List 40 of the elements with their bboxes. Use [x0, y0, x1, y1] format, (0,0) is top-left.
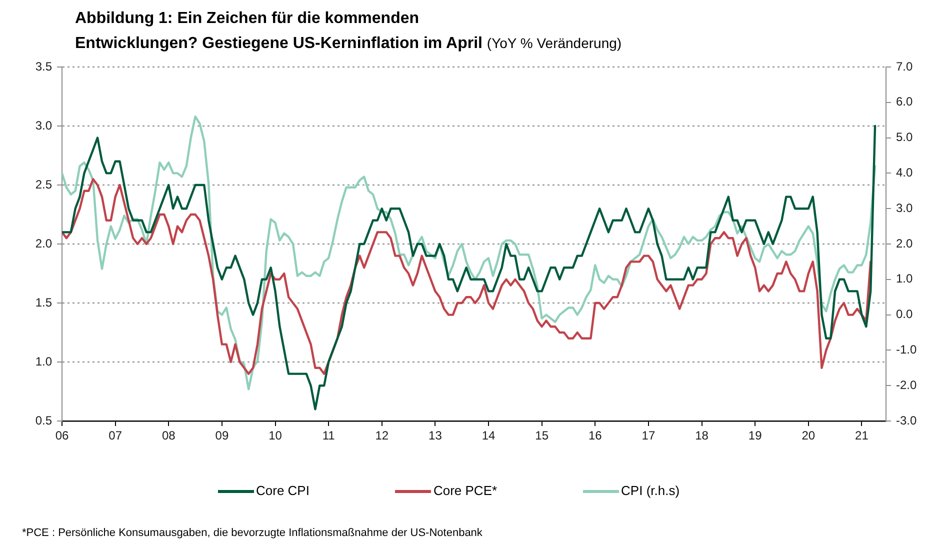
y-tick-label: 1.5 — [35, 295, 52, 310]
legend-label: Core CPI — [256, 483, 310, 499]
y2-tick-label: 2.0 — [896, 236, 914, 250]
y-tick-label: 3.0 — [35, 118, 52, 132]
y-tick-label: 1.0 — [35, 354, 52, 368]
y2-tick-label: -3.0 — [896, 413, 918, 428]
x-tick-label: 15 — [535, 428, 549, 443]
y2-tick-label: 5.0 — [896, 130, 914, 144]
y-tick-label: 2.0 — [35, 236, 52, 250]
y-tick-label: 3.5 — [35, 59, 52, 74]
x-tick-label: 11 — [322, 428, 336, 443]
x-tick-label: 16 — [588, 428, 602, 443]
x-tick-label: 08 — [162, 428, 176, 443]
legend-label: Core PCE* — [433, 483, 498, 499]
y2-tick-label: -1.0 — [896, 342, 918, 357]
x-tick-label: 21 — [855, 428, 869, 443]
legend-label: CPI (r.h.s) — [621, 483, 680, 499]
x-tick-label: 06 — [55, 428, 69, 443]
x-tick-label: 19 — [748, 428, 762, 443]
y-tick-label: 0.5 — [35, 413, 52, 428]
x-tick-label: 13 — [428, 428, 442, 443]
chart-title: Abbildung 1: Ein Zeichen für die kommenden Entwicklungen? Gestiegene US-Kerninflation im April — [75, 10, 482, 52]
y2-tick-label: 1.0 — [896, 272, 914, 286]
x-tick-label: 12 — [375, 428, 389, 443]
y2-tick-label: -2.0 — [896, 378, 918, 392]
y2-tick-label: 0.0 — [896, 307, 914, 322]
x-tick-label: 18 — [695, 428, 709, 443]
x-tick-label: 14 — [482, 428, 496, 443]
text: *PCE : Persönliche Konsumausgaben, die bevorzugte Inflationsmaßnahme der US-Notenbank — [22, 526, 482, 540]
x-tick-label: 07 — [108, 428, 122, 443]
x-tick-label: 17 — [642, 428, 656, 443]
y2-tick-label: 3.0 — [896, 200, 914, 215]
chart-subtitle: (YoY % Veränderung) — [486, 35, 622, 51]
y2-tick-label: 7.0 — [896, 59, 914, 74]
y2-tick-label: 4.0 — [896, 166, 914, 180]
x-tick-label: 09 — [215, 428, 229, 443]
y2-tick-label: 6.0 — [896, 94, 914, 109]
x-tick-label: 10 — [268, 428, 282, 443]
y-tick-label: 2.5 — [35, 177, 52, 192]
x-tick-label: 20 — [802, 428, 816, 443]
